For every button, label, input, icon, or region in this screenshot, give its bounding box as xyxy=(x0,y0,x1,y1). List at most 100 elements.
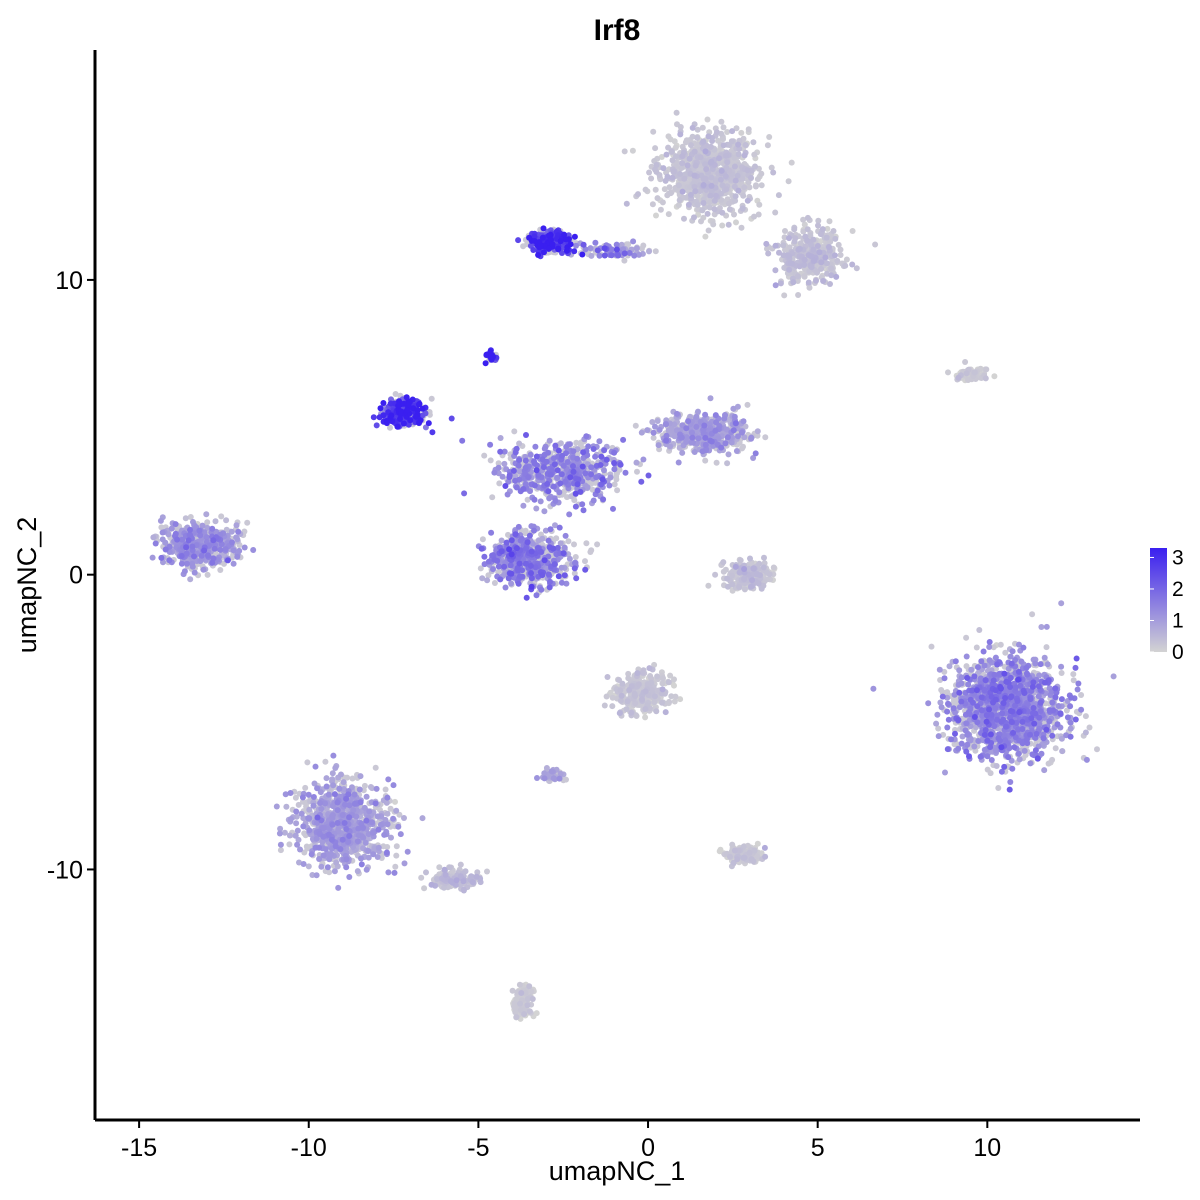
cell-point xyxy=(739,205,746,212)
cell-point xyxy=(747,555,753,562)
cell-point xyxy=(495,460,502,467)
cell-point xyxy=(694,134,701,141)
cell-point xyxy=(654,418,661,424)
cell-point xyxy=(742,142,749,148)
cell-point xyxy=(995,785,1002,791)
cell-point xyxy=(945,369,951,376)
cell-point xyxy=(704,116,711,123)
cell-point xyxy=(418,874,425,881)
cell-point xyxy=(681,215,687,222)
cell-point xyxy=(722,173,729,180)
cell-point xyxy=(754,176,761,183)
cell-point xyxy=(1082,713,1089,720)
cell-point xyxy=(712,571,719,578)
cell-point xyxy=(677,696,684,703)
cell-point xyxy=(617,687,624,694)
cell-point xyxy=(446,864,453,871)
cell-point xyxy=(524,496,531,503)
cell-point xyxy=(727,853,733,860)
cell-point xyxy=(951,741,958,748)
cell-point xyxy=(740,443,746,450)
cell-point xyxy=(421,885,428,892)
cell-point xyxy=(760,564,767,571)
cell-point xyxy=(963,370,970,377)
cell-point xyxy=(806,284,813,291)
cell-point xyxy=(718,118,725,125)
cell-point xyxy=(700,200,707,206)
cell-point xyxy=(653,212,659,219)
cell-point xyxy=(642,186,649,193)
cell-point xyxy=(387,424,393,431)
cell-point xyxy=(1059,748,1066,755)
cell-point xyxy=(826,244,832,250)
cell-point xyxy=(722,566,729,573)
cell-point xyxy=(292,832,299,839)
cell-point xyxy=(700,182,707,188)
cell-point xyxy=(689,124,696,131)
cell-point xyxy=(941,668,948,675)
cell-point xyxy=(772,242,779,249)
cell-point xyxy=(697,154,704,161)
cell-point xyxy=(768,164,775,171)
cell-point xyxy=(457,861,464,868)
cell-point xyxy=(692,188,699,195)
cell-point xyxy=(731,211,737,218)
cell-point xyxy=(718,167,725,174)
cell-point xyxy=(526,1008,533,1015)
cell-point xyxy=(361,782,368,789)
cell-point xyxy=(976,627,983,633)
cell-point xyxy=(660,165,667,172)
cell-point xyxy=(203,511,210,518)
cell-point xyxy=(573,439,580,446)
cell-point xyxy=(717,846,724,853)
cell-point xyxy=(784,252,791,259)
cell-point xyxy=(1038,624,1045,630)
cell-point xyxy=(853,265,860,272)
cell-point xyxy=(623,241,630,248)
cell-point xyxy=(670,168,677,175)
cell-point xyxy=(1094,746,1100,753)
cell-point xyxy=(719,209,726,216)
cell-point xyxy=(283,803,290,810)
cell-point xyxy=(744,167,751,174)
cell-point xyxy=(983,366,990,373)
cell-point xyxy=(651,693,658,700)
cell-point xyxy=(588,252,595,259)
cell-point xyxy=(675,182,682,189)
cell-point xyxy=(741,152,748,159)
cell-point xyxy=(786,266,793,273)
cell-point xyxy=(801,262,808,268)
cell-point xyxy=(751,213,757,220)
cell-point xyxy=(997,641,1004,648)
cell-point xyxy=(484,577,491,584)
cell-point xyxy=(487,457,494,464)
cell-point xyxy=(533,1010,540,1017)
cell-point xyxy=(642,688,649,695)
cell-point xyxy=(663,151,670,158)
cell-point xyxy=(393,852,400,859)
cell-point xyxy=(828,265,835,272)
cell-point xyxy=(603,693,610,700)
cell-point xyxy=(601,702,608,709)
cell-point xyxy=(685,201,692,208)
cell-point xyxy=(699,207,706,214)
cell-point xyxy=(286,832,293,839)
cell-point xyxy=(872,241,879,248)
cell-point xyxy=(669,174,676,181)
cell-point xyxy=(805,279,812,286)
cell-point xyxy=(659,699,665,706)
cell-point xyxy=(770,564,777,571)
cell-point xyxy=(683,137,690,144)
cell-point xyxy=(484,868,490,875)
cell-point xyxy=(720,124,727,131)
cell-point xyxy=(650,434,657,441)
cell-point xyxy=(763,240,770,247)
cell-point xyxy=(741,576,748,583)
cell-point xyxy=(849,228,856,234)
cell-point xyxy=(651,699,658,706)
cell-point xyxy=(423,869,429,876)
cell-point xyxy=(623,200,630,207)
cell-point xyxy=(392,391,399,397)
cell-point xyxy=(724,129,731,135)
cell-point xyxy=(691,172,698,179)
